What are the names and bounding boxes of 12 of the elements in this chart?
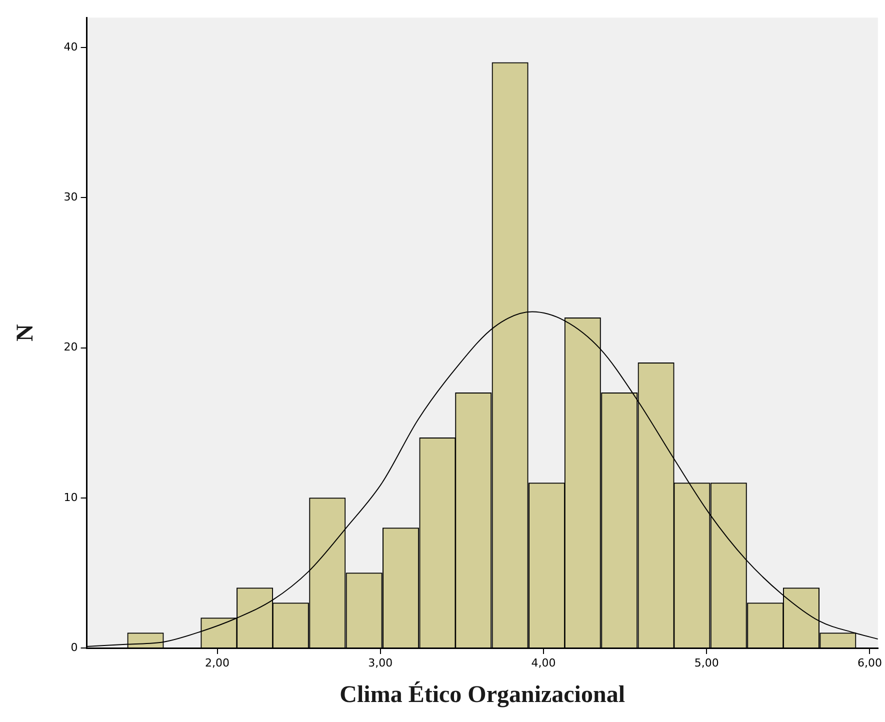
x-tick-label: 5,00 xyxy=(694,656,719,670)
y-tick-label: 30 xyxy=(64,190,78,204)
x-tick-label: 2,00 xyxy=(205,656,230,670)
y-tick-label: 10 xyxy=(64,490,78,504)
y-tick-label: 0 xyxy=(70,640,78,654)
y-tick-label: 20 xyxy=(64,340,78,354)
x-axis-title: Clima Ético Organizacional xyxy=(340,680,626,708)
y-tick-label: 40 xyxy=(64,40,78,54)
x-tick-label: 4,00 xyxy=(531,656,556,670)
y-axis-title: N xyxy=(12,323,39,342)
x-tick-label: 3,00 xyxy=(368,656,393,670)
x-tick-label: 6,00 xyxy=(857,656,882,670)
